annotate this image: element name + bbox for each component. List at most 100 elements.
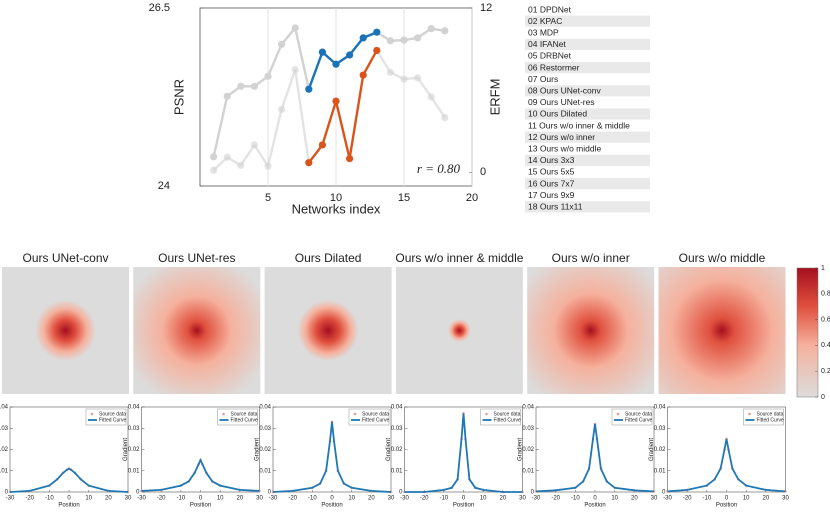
x-tick-label: -20 (157, 496, 166, 502)
x-tick-label: -20 (25, 496, 34, 502)
x-tick-label: 30 (388, 496, 395, 502)
legend-label: Fitted Curve (362, 417, 389, 423)
colorbar-tick-label: 0.2 (821, 368, 830, 375)
x-tick-label: 10 (348, 496, 355, 502)
point (305, 159, 313, 167)
legend-box (743, 408, 784, 426)
muted-segment (266, 109, 283, 167)
legend-label: Fitted Curve (99, 417, 126, 423)
muted-segment (375, 49, 392, 73)
muted-segment (212, 96, 229, 158)
muted-segment (294, 27, 310, 90)
x-tick-label: 30 (125, 496, 132, 502)
fitted-curve (272, 421, 392, 493)
y-tick-label: 26.5 (149, 2, 170, 14)
y-tick-label: 0.01 (259, 468, 271, 474)
x-tick-label: -10 (176, 496, 185, 502)
colorbar-tick-label: 0.8 (821, 291, 830, 298)
y-tick-label: 0.02 (522, 447, 534, 453)
y-tick-label: 0.04 (0, 405, 9, 411)
y-tick-label: 0.02 (128, 447, 140, 453)
legend-box (611, 408, 653, 426)
y-tick-label: 0.04 (128, 405, 140, 411)
y-tick-label: 0.03 (522, 426, 534, 432)
x-tick-label: 20 (466, 192, 478, 204)
x-tick-label: -10 (308, 496, 317, 502)
heatmap (264, 267, 392, 394)
y-tick-label: 0.03 (391, 426, 403, 432)
network-label: 07 Ours (528, 74, 558, 84)
y-tick-label: 0.03 (128, 426, 140, 432)
x-tick-label: -30 (137, 496, 146, 502)
x-axis-title: Position (58, 503, 79, 509)
network-label: 11 Ours w/o inner & middle (528, 120, 630, 130)
colorbar (796, 267, 819, 398)
muted-point (427, 25, 435, 33)
y-tick-label: 0.03 (654, 426, 666, 432)
muted-segment (239, 144, 256, 167)
y-tick-label: 0.02 (259, 447, 271, 453)
point (318, 48, 326, 56)
network-label: 10 Ours Dilated (528, 109, 587, 119)
legend-swatch (353, 412, 357, 416)
heatmap-title: Ours w/o inner & middle (395, 251, 523, 265)
x-tick-label: 20 (631, 496, 638, 502)
x-axis-title: Position (584, 503, 605, 509)
network-label: 06 Restormer (528, 62, 580, 72)
point (359, 34, 367, 42)
legend-label: Fitted Curve (625, 417, 652, 423)
legend-label: Source data (362, 411, 389, 417)
network-row-bg (525, 62, 650, 74)
y-tick-label: 0.01 (391, 468, 403, 474)
heatmap-title: Ours w/o middle (679, 251, 766, 265)
point (359, 71, 367, 79)
muted-point (264, 72, 272, 80)
x-axis-title: Position (453, 503, 474, 509)
heatmap-title: Ours w/o inner (552, 251, 630, 265)
network-label: 02 KPAC (528, 16, 562, 26)
x-axis-title: Position (716, 503, 737, 509)
network-row-bg (525, 15, 650, 27)
heatmap-title: Ours Dilated (295, 251, 362, 265)
y-tick-label: 0.02 (654, 447, 666, 453)
series-segment (307, 51, 324, 90)
x-tick-label: -20 (288, 496, 297, 502)
network-row-bg (525, 108, 650, 120)
muted-point (386, 68, 394, 76)
legend-box (217, 408, 258, 426)
series-segment (348, 74, 365, 159)
y-tick-label: 0.01 (0, 468, 9, 474)
colorbar-tick-label: 0 (821, 394, 825, 401)
x-tick-label: 30 (782, 496, 789, 502)
muted-point (386, 37, 394, 45)
x-tick-label: 10 (743, 496, 750, 502)
network-label: 03 MDP (528, 27, 559, 37)
heatmap (658, 267, 786, 394)
x-tick-label: 30 (651, 496, 658, 502)
point (332, 60, 340, 68)
y-tick-label: 0.03 (259, 426, 271, 432)
legend-swatch (90, 412, 94, 416)
annotation: r = 0.80 (417, 161, 461, 176)
muted-point (237, 161, 245, 170)
point (318, 141, 326, 149)
series-segment (321, 100, 338, 146)
network-row-bg (525, 131, 650, 143)
network-label: 13 Ours w/o middle (528, 143, 601, 153)
network-label: 17 Ours 9x9 (528, 190, 575, 200)
fitted-curve (667, 438, 786, 493)
network-label: 09 Ours UNet-res (528, 97, 595, 107)
legend-box (85, 408, 127, 426)
x-tick-label: -10 (45, 496, 54, 502)
legend-box (480, 408, 521, 426)
muted-point (400, 75, 408, 83)
y-tick-label: 24 (158, 180, 170, 192)
series-segment (348, 37, 365, 56)
legend-label: Source data (231, 411, 258, 417)
point (305, 85, 313, 93)
network-label: 01 DPDNet (528, 4, 572, 14)
y-tick-label: 0.04 (391, 405, 403, 411)
y-tick-label: 0 (662, 490, 666, 496)
y-tick-label: 0 (5, 490, 9, 496)
